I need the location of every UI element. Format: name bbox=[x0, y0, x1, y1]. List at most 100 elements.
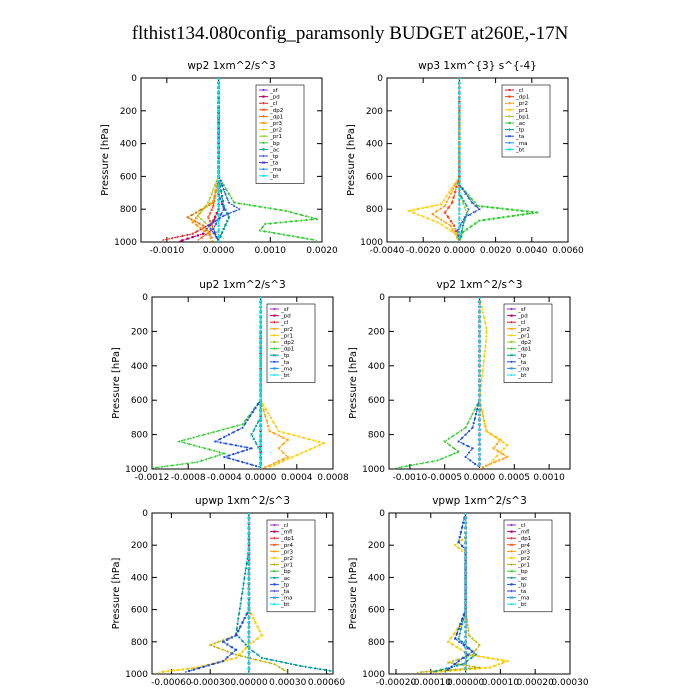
data-point bbox=[226, 643, 229, 646]
data-point bbox=[502, 216, 505, 219]
legend-label: _dp2 bbox=[269, 108, 283, 114]
data-point bbox=[260, 634, 263, 637]
y-tick-label: 800 bbox=[120, 205, 137, 215]
data-point bbox=[459, 531, 463, 534]
data-point bbox=[531, 212, 534, 215]
data-point bbox=[259, 438, 262, 441]
data-point bbox=[217, 214, 220, 217]
data-point bbox=[521, 213, 524, 216]
data-point bbox=[478, 359, 481, 363]
data-point bbox=[222, 184, 225, 187]
data-point bbox=[254, 441, 258, 445]
data-point bbox=[227, 201, 231, 204]
data-point bbox=[240, 597, 243, 600]
data-point bbox=[481, 374, 484, 377]
data-point bbox=[510, 576, 513, 579]
data-point bbox=[214, 455, 217, 458]
data-point bbox=[269, 416, 273, 419]
data-point bbox=[510, 314, 513, 317]
x-tick-label: -0.0012 bbox=[135, 473, 170, 483]
data-point bbox=[259, 390, 262, 394]
legend-label: _ta bbox=[280, 360, 289, 366]
data-point bbox=[247, 547, 251, 550]
data-point bbox=[481, 311, 485, 314]
data-point bbox=[302, 436, 305, 439]
data-point bbox=[217, 150, 220, 153]
data-point bbox=[464, 620, 467, 624]
legend-label: _bp bbox=[269, 141, 280, 147]
data-point bbox=[273, 536, 276, 540]
data-point bbox=[273, 556, 276, 560]
y-tick-label: 800 bbox=[368, 638, 385, 648]
data-point bbox=[227, 216, 231, 219]
data-point bbox=[262, 108, 265, 112]
data-point bbox=[262, 95, 265, 98]
y-tick-label: 200 bbox=[366, 107, 383, 117]
data-point bbox=[440, 668, 443, 671]
data-point bbox=[476, 204, 479, 208]
data-point bbox=[273, 603, 276, 606]
legend-label: _pr2 bbox=[280, 327, 293, 333]
data-point bbox=[256, 420, 260, 424]
data-point bbox=[256, 403, 260, 406]
data-point bbox=[218, 450, 221, 454]
data-point bbox=[439, 202, 443, 206]
data-point bbox=[435, 215, 439, 219]
y-tick-label: 0 bbox=[377, 74, 383, 84]
data-point bbox=[458, 102, 461, 105]
data-point bbox=[510, 320, 513, 324]
data-point bbox=[458, 167, 461, 170]
data-point bbox=[229, 443, 232, 446]
data-point bbox=[227, 454, 231, 457]
data-point bbox=[458, 231, 461, 234]
data-point bbox=[264, 222, 267, 226]
data-point bbox=[485, 331, 488, 334]
series-line-ta bbox=[457, 297, 481, 468]
legend-label: _pd bbox=[269, 95, 280, 101]
data-point bbox=[213, 642, 216, 645]
legend-label: _sf bbox=[517, 307, 527, 313]
legend-label: _cl bbox=[269, 101, 278, 107]
data-point bbox=[447, 668, 450, 671]
data-point bbox=[510, 340, 513, 344]
data-point bbox=[275, 659, 278, 663]
data-point bbox=[210, 192, 214, 196]
data-point bbox=[470, 201, 474, 204]
panel-5: upwp 1xm^2/s^3-0.00060-0.00030 0.00000 0.0… bbox=[111, 495, 345, 688]
data-point bbox=[254, 406, 257, 410]
data-point bbox=[181, 668, 184, 671]
data-point bbox=[462, 521, 465, 524]
data-point bbox=[328, 669, 331, 672]
data-point bbox=[510, 563, 513, 566]
data-point bbox=[444, 221, 448, 225]
data-point bbox=[472, 422, 475, 425]
data-point bbox=[252, 428, 256, 432]
legend-label: _cl bbox=[517, 523, 526, 529]
data-point bbox=[217, 100, 220, 103]
data-point bbox=[211, 430, 215, 434]
data-point bbox=[458, 100, 461, 103]
data-point bbox=[196, 666, 199, 669]
data-point bbox=[195, 224, 198, 227]
data-point bbox=[241, 461, 244, 464]
data-point bbox=[458, 175, 461, 178]
data-point bbox=[455, 628, 458, 631]
data-point bbox=[451, 434, 455, 438]
data-point bbox=[464, 531, 467, 534]
data-point bbox=[201, 224, 205, 227]
legend-label: _tp bbox=[517, 353, 527, 359]
legend-label: _pr1 bbox=[517, 333, 530, 339]
data-point bbox=[247, 572, 251, 575]
y-tick-label: 0 bbox=[142, 509, 148, 519]
data-point bbox=[458, 222, 461, 225]
data-point bbox=[482, 655, 485, 659]
data-point bbox=[459, 622, 462, 626]
data-point bbox=[464, 536, 467, 539]
data-point bbox=[259, 300, 262, 304]
data-point bbox=[460, 538, 464, 541]
data-point bbox=[226, 426, 230, 430]
data-point bbox=[454, 544, 457, 547]
x-tick-label: -0.0010 bbox=[149, 246, 184, 256]
data-point bbox=[462, 656, 465, 659]
data-point bbox=[212, 199, 215, 203]
